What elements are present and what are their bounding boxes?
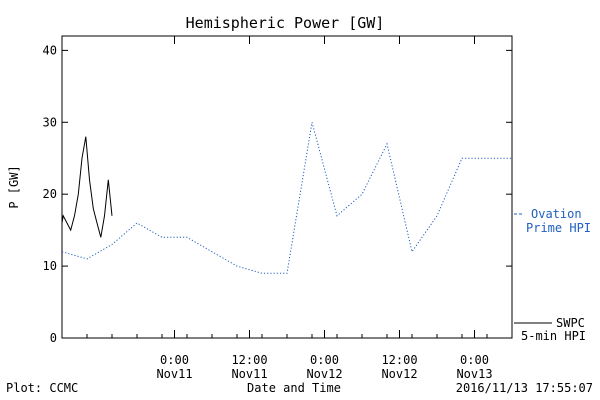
x-tick-label-date: Nov11 bbox=[156, 367, 192, 381]
y-tick-label: 10 bbox=[43, 259, 57, 273]
y-axis-label: P [GW] bbox=[7, 165, 21, 208]
legend-swpc-label-2: 5-min HPI bbox=[521, 329, 586, 343]
chart-title: Hemispheric Power [GW] bbox=[186, 14, 385, 32]
x-tick-label-time: 12:00 bbox=[381, 353, 417, 367]
y-axis: 0 10 20 30 40 bbox=[43, 43, 512, 345]
footer-plot-credit: Plot: CCMC bbox=[6, 381, 78, 395]
x-tick-label-date: Nov12 bbox=[306, 367, 342, 381]
y-tick-label: 20 bbox=[43, 187, 57, 201]
x-tick-label-time: 12:00 bbox=[231, 353, 267, 367]
x-tick-label-date: Nov11 bbox=[231, 367, 267, 381]
legend-swpc-label-1: SWPC bbox=[556, 316, 585, 330]
y-tick-label: 0 bbox=[50, 331, 57, 345]
series-layer bbox=[62, 122, 512, 274]
x-tick-label-time: 0:00 bbox=[310, 353, 339, 367]
legend-ovation-label-2: Prime HPI bbox=[526, 221, 591, 235]
x-tick-label-date: Nov13 bbox=[456, 367, 492, 381]
x-axis: 0:00Nov1112:00Nov110:00Nov1212:00Nov120:… bbox=[61, 36, 513, 381]
x-axis-label: Date and Time bbox=[247, 381, 341, 395]
footer-timestamp: 2016/11/13 17:55:07 bbox=[456, 381, 593, 395]
series-swpc-hpi-line bbox=[62, 136, 113, 238]
legend-ovation-label-1: Ovation bbox=[531, 207, 582, 221]
x-tick-label-time: 0:00 bbox=[460, 353, 489, 367]
series-ovation-prime-line bbox=[62, 122, 512, 274]
x-tick-label-time: 0:00 bbox=[160, 353, 189, 367]
plot-frame bbox=[61, 35, 513, 339]
x-tick-label-date: Nov12 bbox=[381, 367, 417, 381]
y-tick-label: 40 bbox=[43, 43, 57, 57]
y-tick-label: 30 bbox=[43, 115, 57, 129]
plot-area bbox=[61, 35, 513, 339]
